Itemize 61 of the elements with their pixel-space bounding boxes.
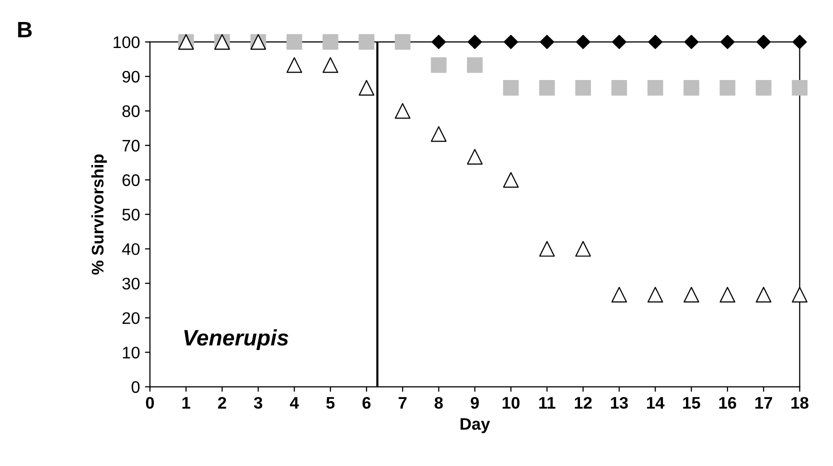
point: [466, 57, 483, 73]
x-tick-label: 4: [290, 397, 299, 409]
point: [430, 57, 447, 73]
x-tick-label: 0: [146, 396, 154, 409]
annotation: Venerupis: [184, 329, 288, 350]
point: [394, 34, 410, 50]
x-tick-label: 7: [398, 397, 407, 409]
x-tick-label: 5: [326, 397, 335, 409]
point: [792, 80, 808, 96]
point: [612, 34, 626, 50]
x-tick-label: 18: [791, 396, 808, 409]
point: [792, 34, 807, 50]
point: [684, 34, 699, 50]
point: [792, 286, 808, 303]
x-axis-title: Day: [460, 418, 490, 434]
point: [540, 34, 554, 50]
x-tick-label: 12: [574, 396, 592, 409]
point: [720, 34, 735, 50]
y-axis-title: % Survivorship: [91, 154, 107, 275]
y-tick-label: 70: [122, 140, 140, 152]
x-tick-label: 6: [362, 396, 371, 409]
x-tick-label: 1: [182, 397, 190, 409]
y-tick-label: 0: [132, 381, 140, 393]
point: [576, 34, 590, 50]
point: [358, 34, 374, 50]
x-tick-label: 11: [539, 397, 556, 409]
y-tick-label: 50: [122, 208, 140, 221]
x-tick-label: 14: [647, 397, 664, 409]
x-tick-label: 15: [683, 397, 700, 409]
point: [648, 34, 662, 50]
y-tick-label: 30: [122, 278, 140, 290]
x-tick-label: 9: [470, 396, 479, 409]
y-tick-label: 60: [122, 174, 140, 186]
x-tick-label: 2: [218, 396, 226, 409]
y-tick-label: 10: [122, 346, 140, 358]
point: [575, 80, 591, 96]
point: [720, 80, 736, 96]
x-tick-label: 8: [434, 396, 443, 409]
point: [286, 34, 302, 50]
y-tick-label: 100: [114, 36, 140, 48]
x-tick-label: 17: [755, 397, 772, 409]
y-tick-label: 90: [122, 70, 140, 83]
x-tick-label: 3: [254, 396, 262, 409]
point: [504, 34, 518, 50]
point: [468, 34, 482, 50]
y-tick-label: 20: [122, 312, 140, 324]
point: [503, 80, 519, 96]
x-tick-label: 13: [610, 396, 628, 409]
y-tick-label: 80: [122, 105, 140, 118]
point: [322, 34, 338, 50]
point: [647, 80, 664, 96]
point: [756, 34, 771, 50]
y-tick-label: 40: [122, 243, 140, 256]
text: B: [18, 22, 32, 38]
point: [611, 80, 628, 96]
x-tick-label: 16: [719, 396, 736, 409]
point: [684, 80, 700, 96]
point: [539, 80, 555, 96]
x-tick-label: 10: [502, 396, 520, 409]
point: [756, 80, 772, 96]
point: [432, 34, 446, 50]
